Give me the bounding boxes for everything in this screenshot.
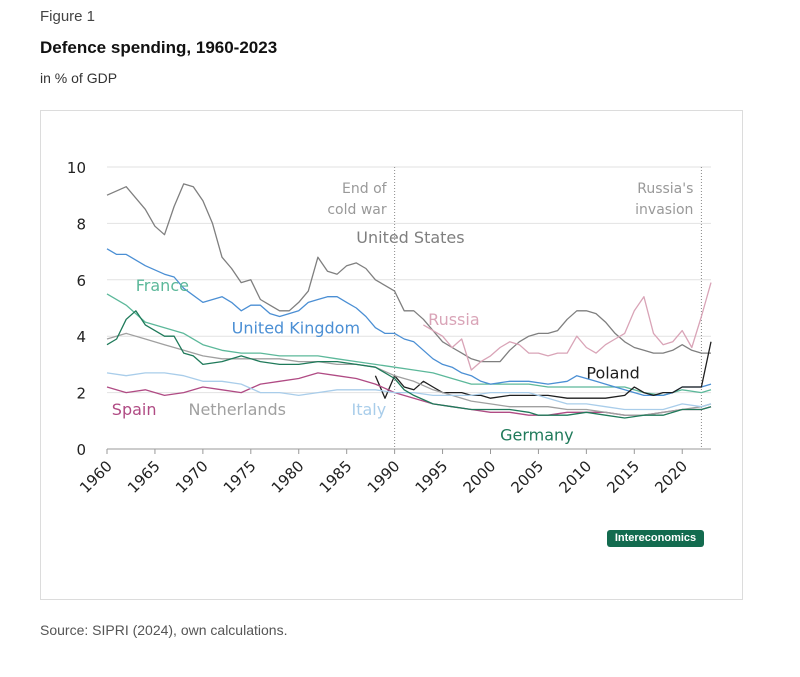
series-line-poland <box>374 341 712 399</box>
annotations: End of cold war Russia's invasion <box>327 167 702 449</box>
chart-frame <box>40 110 743 600</box>
x-tick-label: 2005 <box>508 457 548 497</box>
figure-label: Figure 1 <box>40 8 96 25</box>
y-tick-label: 8 <box>76 215 86 233</box>
y-tick-label: 4 <box>76 328 86 346</box>
annotation-text: End of <box>342 181 388 197</box>
series-line-united-kingdom <box>106 248 712 397</box>
x-tick-label: 1985 <box>316 457 356 497</box>
source-note: Source: SIPRI (2024), own calculations. <box>40 622 288 638</box>
y-tick-label: 10 <box>67 159 86 177</box>
y-tick-label: 0 <box>76 441 86 459</box>
x-tick-label: 1990 <box>364 457 404 497</box>
annotation-text: Russia's <box>637 181 693 197</box>
intereconomics-badge: Intereconomics <box>607 530 704 547</box>
x-tick-label: 1965 <box>124 457 164 497</box>
y-tick-label: 2 <box>76 385 86 403</box>
x-tick-label: 2000 <box>460 457 500 497</box>
x-tick-label: 2020 <box>651 457 691 497</box>
grid <box>107 166 711 450</box>
annotation-text: cold war <box>327 202 387 218</box>
series-label: Germany <box>500 426 574 445</box>
x-tick-label: 1995 <box>412 457 452 497</box>
annotation-text: invasion <box>635 202 693 218</box>
y-tick-label: 6 <box>76 272 86 290</box>
x-tick-label: 1960 <box>76 457 116 497</box>
x-tick-label: 2015 <box>603 457 643 497</box>
series-lines <box>106 183 712 419</box>
series-label: United Kingdom <box>232 318 360 337</box>
series-labels: United States France United Kingdom Russia P… <box>112 228 640 444</box>
x-tick-label: 1975 <box>220 457 260 497</box>
series-label: Poland <box>586 364 639 383</box>
series-label: United States <box>356 228 464 247</box>
series-line-russia <box>423 282 712 371</box>
series-label: Netherlands <box>188 400 286 419</box>
series-label: Italy <box>351 400 386 419</box>
series-line-netherlands <box>106 332 712 416</box>
chart-title: Defence spending, 1960-2023 <box>40 38 278 57</box>
chart-subtitle: in % of GDP <box>40 70 118 86</box>
series-line-united-states <box>106 183 711 363</box>
series-label: France <box>136 276 189 295</box>
series-label: Russia <box>428 310 479 329</box>
line-chart: 0 2 4 6 8 10 1960 1965 1970 1975 1980 1985 1990 1995… <box>67 159 712 497</box>
series-line-france <box>106 293 712 397</box>
x-axis: 1960 1965 1970 1975 1980 1985 1990 1995 2000 2005… <box>76 449 691 497</box>
x-tick-label: 1970 <box>172 457 212 497</box>
x-tick-label: 1980 <box>268 457 308 497</box>
series-line-germany <box>106 310 712 419</box>
series-label: Spain <box>112 400 157 419</box>
series-line-italy <box>106 372 712 411</box>
y-axis: 0 2 4 6 8 10 <box>67 159 86 459</box>
x-tick-label: 2010 <box>555 457 595 497</box>
